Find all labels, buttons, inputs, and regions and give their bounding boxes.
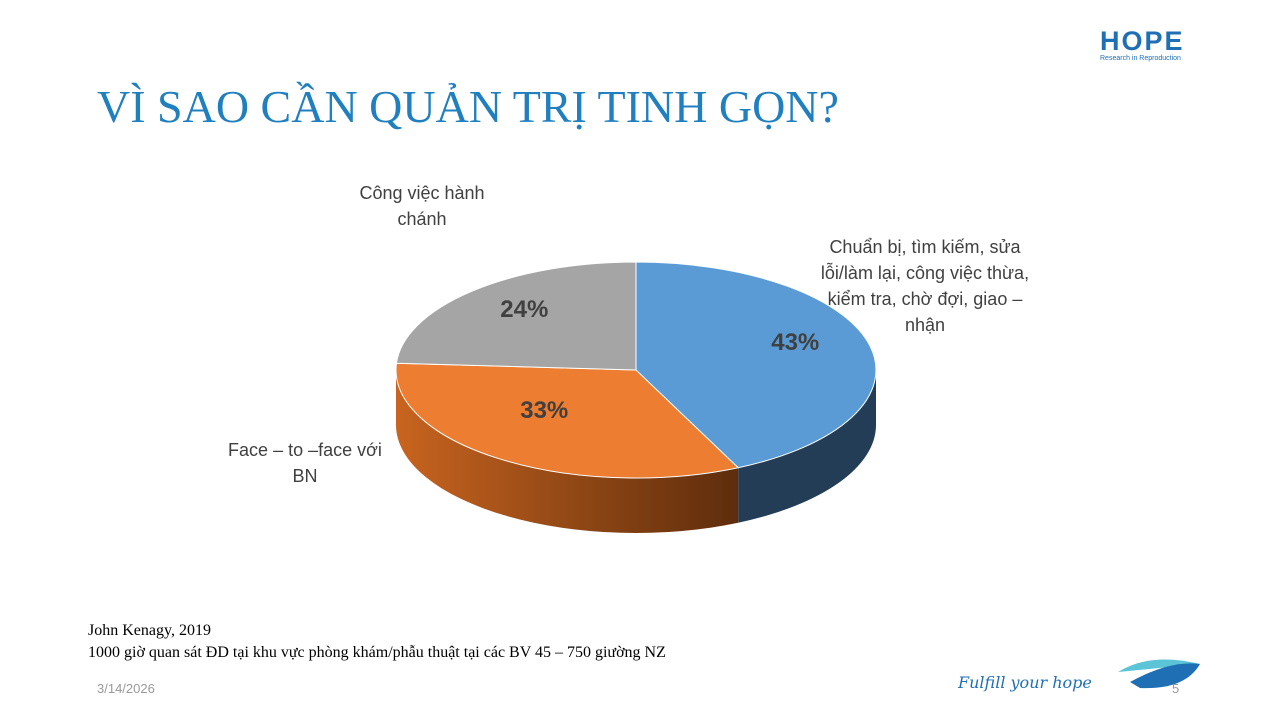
pie-side xyxy=(396,370,739,533)
slogan: Fulfill your hope xyxy=(958,673,1092,692)
pie-slice xyxy=(395,362,740,479)
category-label: Công việc hành chánh xyxy=(359,183,485,229)
date: 3/14/2026 xyxy=(97,681,155,696)
source-line: John Kenagy, 2019 xyxy=(88,622,211,639)
value-label: 43% xyxy=(771,329,819,356)
pie-slice xyxy=(635,261,877,469)
value-label: 33% xyxy=(520,397,568,424)
value-label: 24% xyxy=(500,296,548,323)
logo: HOPE xyxy=(1100,26,1185,56)
slide-title: VÌ SAO CẦN QUẢN TRỊ TINH GỌN? xyxy=(97,81,839,132)
logo-wave xyxy=(1130,663,1200,689)
category-label: Face – to –face với BN xyxy=(228,440,382,486)
source-line: 1000 giờ quan sát ĐD tại khu vực phòng k… xyxy=(88,644,666,661)
logo-tagline: Research in Reproduction xyxy=(1100,55,1181,62)
page-number: 5 xyxy=(1172,681,1180,696)
category-label: Chuẩn bị, tìm kiếm, sửa lỗi/làm lại, côn… xyxy=(820,237,1030,335)
pie-slice xyxy=(395,261,637,371)
logo-wave xyxy=(1118,659,1200,672)
